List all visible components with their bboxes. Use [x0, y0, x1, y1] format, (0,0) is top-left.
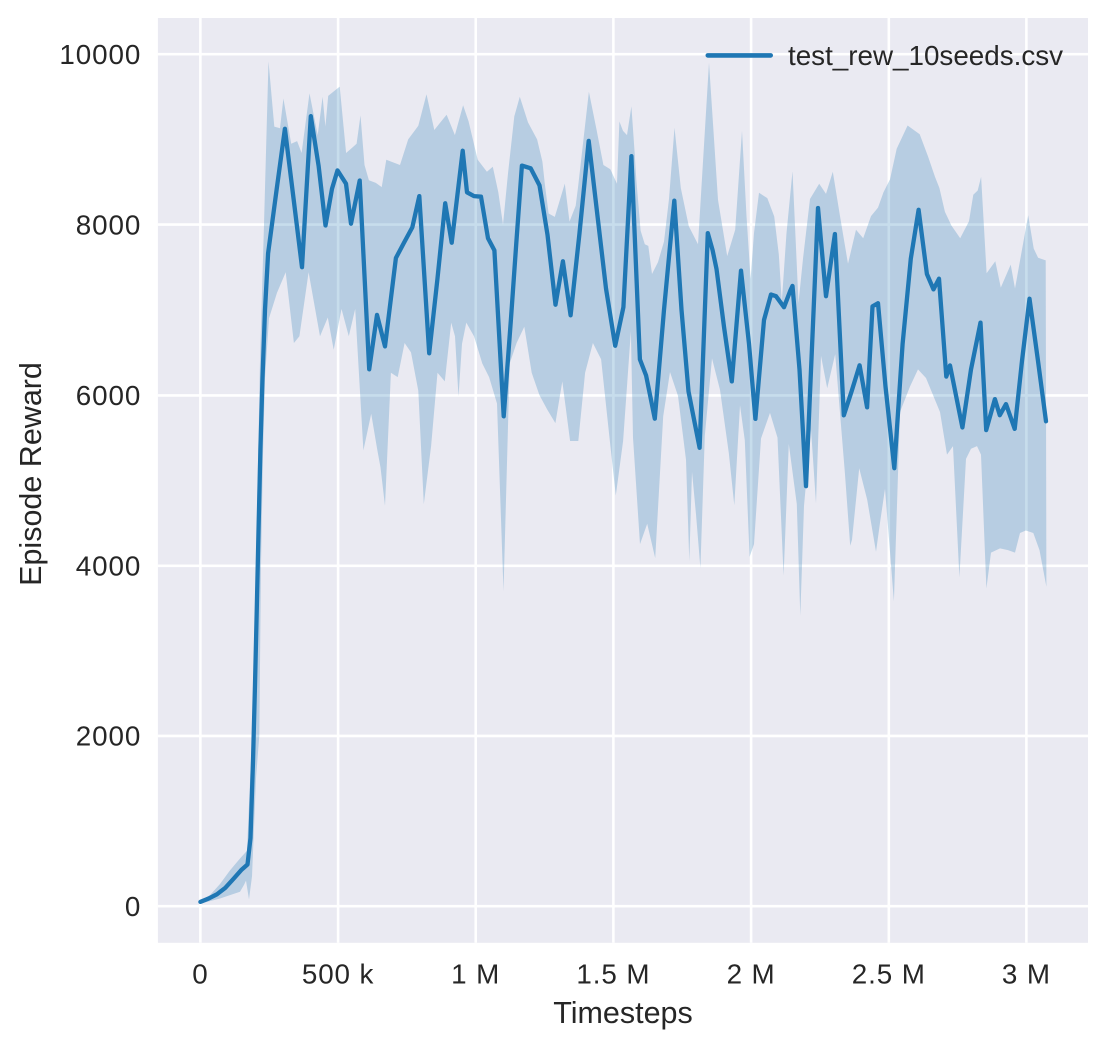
- svg-text:test_rew_10seeds.csv: test_rew_10seeds.csv: [788, 40, 1063, 71]
- svg-text:6000: 6000: [76, 380, 141, 411]
- svg-text:10000: 10000: [59, 39, 141, 70]
- svg-text:4000: 4000: [76, 551, 141, 582]
- svg-text:Timesteps: Timesteps: [553, 996, 693, 1030]
- svg-text:0: 0: [192, 958, 208, 989]
- svg-text:1 M: 1 M: [451, 958, 500, 989]
- svg-text:2000: 2000: [76, 721, 141, 752]
- svg-text:Episode Reward: Episode Reward: [14, 362, 48, 586]
- svg-text:2.5 M: 2.5 M: [852, 958, 926, 989]
- svg-text:0: 0: [125, 891, 141, 922]
- svg-text:1.5 M: 1.5 M: [576, 958, 650, 989]
- svg-text:3 M: 3 M: [1002, 958, 1051, 989]
- svg-text:8000: 8000: [76, 209, 141, 240]
- svg-text:500 k: 500 k: [302, 958, 375, 989]
- svg-text:2 M: 2 M: [727, 958, 776, 989]
